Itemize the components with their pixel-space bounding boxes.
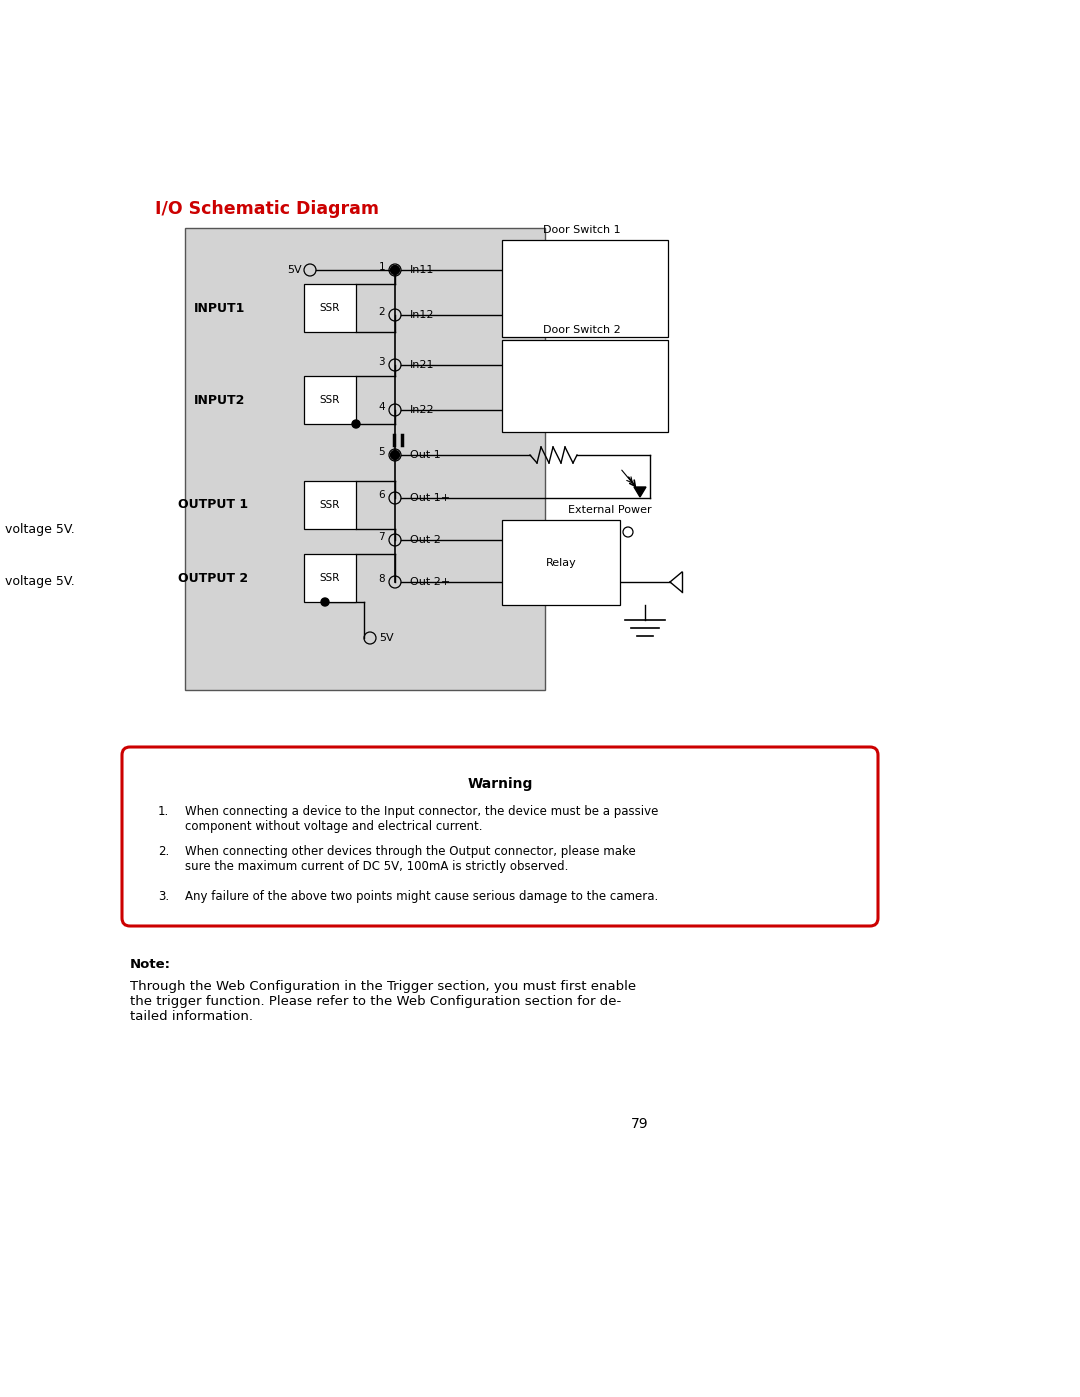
Text: Out 1 -: Out 1 - <box>410 450 448 460</box>
Bar <box>502 240 669 337</box>
Bar <box>502 339 669 432</box>
Circle shape <box>391 265 400 274</box>
Text: OUTPUT 2: OUTPUT 2 <box>178 571 248 584</box>
FancyBboxPatch shape <box>122 747 878 926</box>
Text: 1: 1 <box>378 263 384 272</box>
Text: INPUT2: INPUT2 <box>194 394 245 407</box>
Text: 8: 8 <box>378 574 384 584</box>
Text: voltage 5V.: voltage 5V. <box>5 576 75 588</box>
Text: Door Switch 2: Door Switch 2 <box>543 326 621 335</box>
Bar <box>303 555 356 602</box>
Text: Note:: Note: <box>130 958 171 971</box>
Text: SSR: SSR <box>320 500 340 510</box>
Text: SSR: SSR <box>320 395 340 405</box>
Text: 5: 5 <box>378 447 384 457</box>
Polygon shape <box>634 488 646 497</box>
Text: 4: 4 <box>378 402 384 412</box>
Text: 6: 6 <box>378 490 384 500</box>
Text: 2: 2 <box>378 307 384 317</box>
Bar <box>303 481 356 529</box>
Bar <box>303 376 356 425</box>
Text: voltage 5V.: voltage 5V. <box>5 524 75 536</box>
Text: When connecting a device to the Input connector, the device must be a passive
co: When connecting a device to the Input co… <box>185 805 659 833</box>
Text: I/O Schematic Diagram: I/O Schematic Diagram <box>156 200 379 218</box>
Bar <box>502 520 620 605</box>
Text: 3.: 3. <box>158 890 170 902</box>
Text: SSR: SSR <box>320 303 340 313</box>
Text: Door Switch 1: Door Switch 1 <box>543 225 621 235</box>
Text: 79: 79 <box>631 1118 649 1132</box>
Text: 5V: 5V <box>287 265 302 275</box>
Text: Out 2 -: Out 2 - <box>410 535 448 545</box>
Text: Out 1+: Out 1+ <box>410 493 450 503</box>
Text: INPUT1: INPUT1 <box>194 302 245 314</box>
Text: External Power: External Power <box>568 504 652 515</box>
Text: When connecting other devices through the Output connector, please make
sure the: When connecting other devices through th… <box>185 845 636 873</box>
Text: Warning: Warning <box>468 777 532 791</box>
Text: 3: 3 <box>378 358 384 367</box>
Text: Through the Web Configuration in the Trigger section, you must first enable
the : Through the Web Configuration in the Tri… <box>130 981 636 1023</box>
Circle shape <box>352 420 360 427</box>
Text: In22: In22 <box>410 405 434 415</box>
Text: In21: In21 <box>410 360 434 370</box>
Text: Out 2+: Out 2+ <box>410 577 450 587</box>
Text: Any failure of the above two points might cause serious damage to the camera.: Any failure of the above two points migh… <box>185 890 658 902</box>
Text: 2.: 2. <box>158 845 170 858</box>
Text: In11: In11 <box>410 265 434 275</box>
Text: SSR: SSR <box>320 573 340 583</box>
Text: 5V: 5V <box>379 633 393 643</box>
Text: 7: 7 <box>378 532 384 542</box>
Circle shape <box>321 598 329 606</box>
Text: Relay: Relay <box>545 557 577 567</box>
Text: In12: In12 <box>410 310 434 320</box>
Text: 1.: 1. <box>158 805 170 819</box>
Bar <box>185 228 545 690</box>
Text: OUTPUT 1: OUTPUT 1 <box>178 499 248 511</box>
Circle shape <box>391 450 400 460</box>
Bar <box>303 284 356 332</box>
